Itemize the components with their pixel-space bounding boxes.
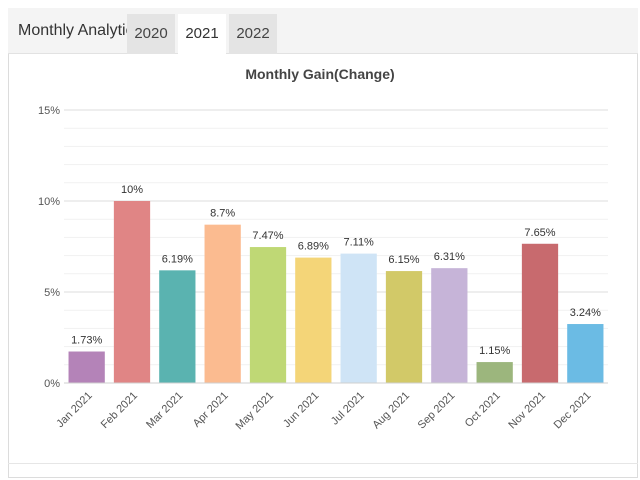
data-label: 6.19%: [162, 253, 193, 265]
bar: [295, 257, 332, 383]
bar: [521, 243, 559, 383]
y-tick-label: 0%: [44, 378, 60, 390]
chart-title: Monthly Gain(Change): [245, 66, 395, 82]
data-label: 10%: [121, 184, 143, 196]
data-label: 7.11%: [343, 237, 374, 249]
tab-bar: Monthly Analytics 2020 2021 2022: [8, 8, 638, 54]
y-tick-label: 15%: [38, 105, 60, 117]
x-tick-label: Jun 2021: [281, 390, 321, 430]
y-tick-label: 5%: [44, 287, 60, 299]
tab-2021[interactable]: 2021: [178, 14, 226, 54]
data-label: 3.24%: [570, 307, 601, 319]
data-label: 1.15%: [479, 345, 510, 357]
x-tick-label: Nov 2021: [506, 390, 548, 432]
tab-2022[interactable]: 2022: [229, 14, 277, 54]
panel-title: Monthly Analytics: [18, 22, 142, 39]
data-label: 6.31%: [434, 251, 465, 263]
y-tick-label: 10%: [38, 196, 60, 208]
x-tick-label: Dec 2021: [552, 390, 594, 432]
data-label: 7.65%: [524, 227, 555, 239]
data-label: 7.47%: [252, 230, 283, 242]
x-tick-label: Oct 2021: [463, 390, 503, 430]
bar: [68, 351, 105, 383]
x-tick-label: Mar 2021: [144, 390, 185, 431]
bar: [340, 253, 377, 383]
x-tick-label: Feb 2021: [99, 390, 140, 431]
x-tick-label: Jul 2021: [329, 390, 367, 428]
bar: [249, 247, 287, 383]
x-tick-label: May 2021: [233, 390, 276, 433]
data-label: 6.15%: [388, 254, 419, 266]
bar: [204, 224, 241, 383]
x-tick-label: Jan 2021: [54, 390, 94, 430]
analytics-panel: [8, 8, 638, 478]
bar: [159, 270, 196, 383]
x-tick-label: Apr 2021: [191, 390, 231, 430]
data-label: 6.89%: [298, 241, 329, 253]
bar: [567, 324, 604, 383]
bar: [431, 268, 468, 383]
bar: [113, 201, 151, 383]
bar: [385, 271, 423, 383]
tab-2020[interactable]: 2020: [127, 14, 175, 54]
data-label: 1.73%: [71, 335, 102, 347]
x-tick-label: Aug 2021: [370, 390, 412, 432]
footer-divider: [8, 463, 638, 464]
data-label: 8.7%: [210, 208, 235, 220]
bar: [476, 362, 513, 383]
x-tick-label: Sep 2021: [416, 390, 458, 432]
